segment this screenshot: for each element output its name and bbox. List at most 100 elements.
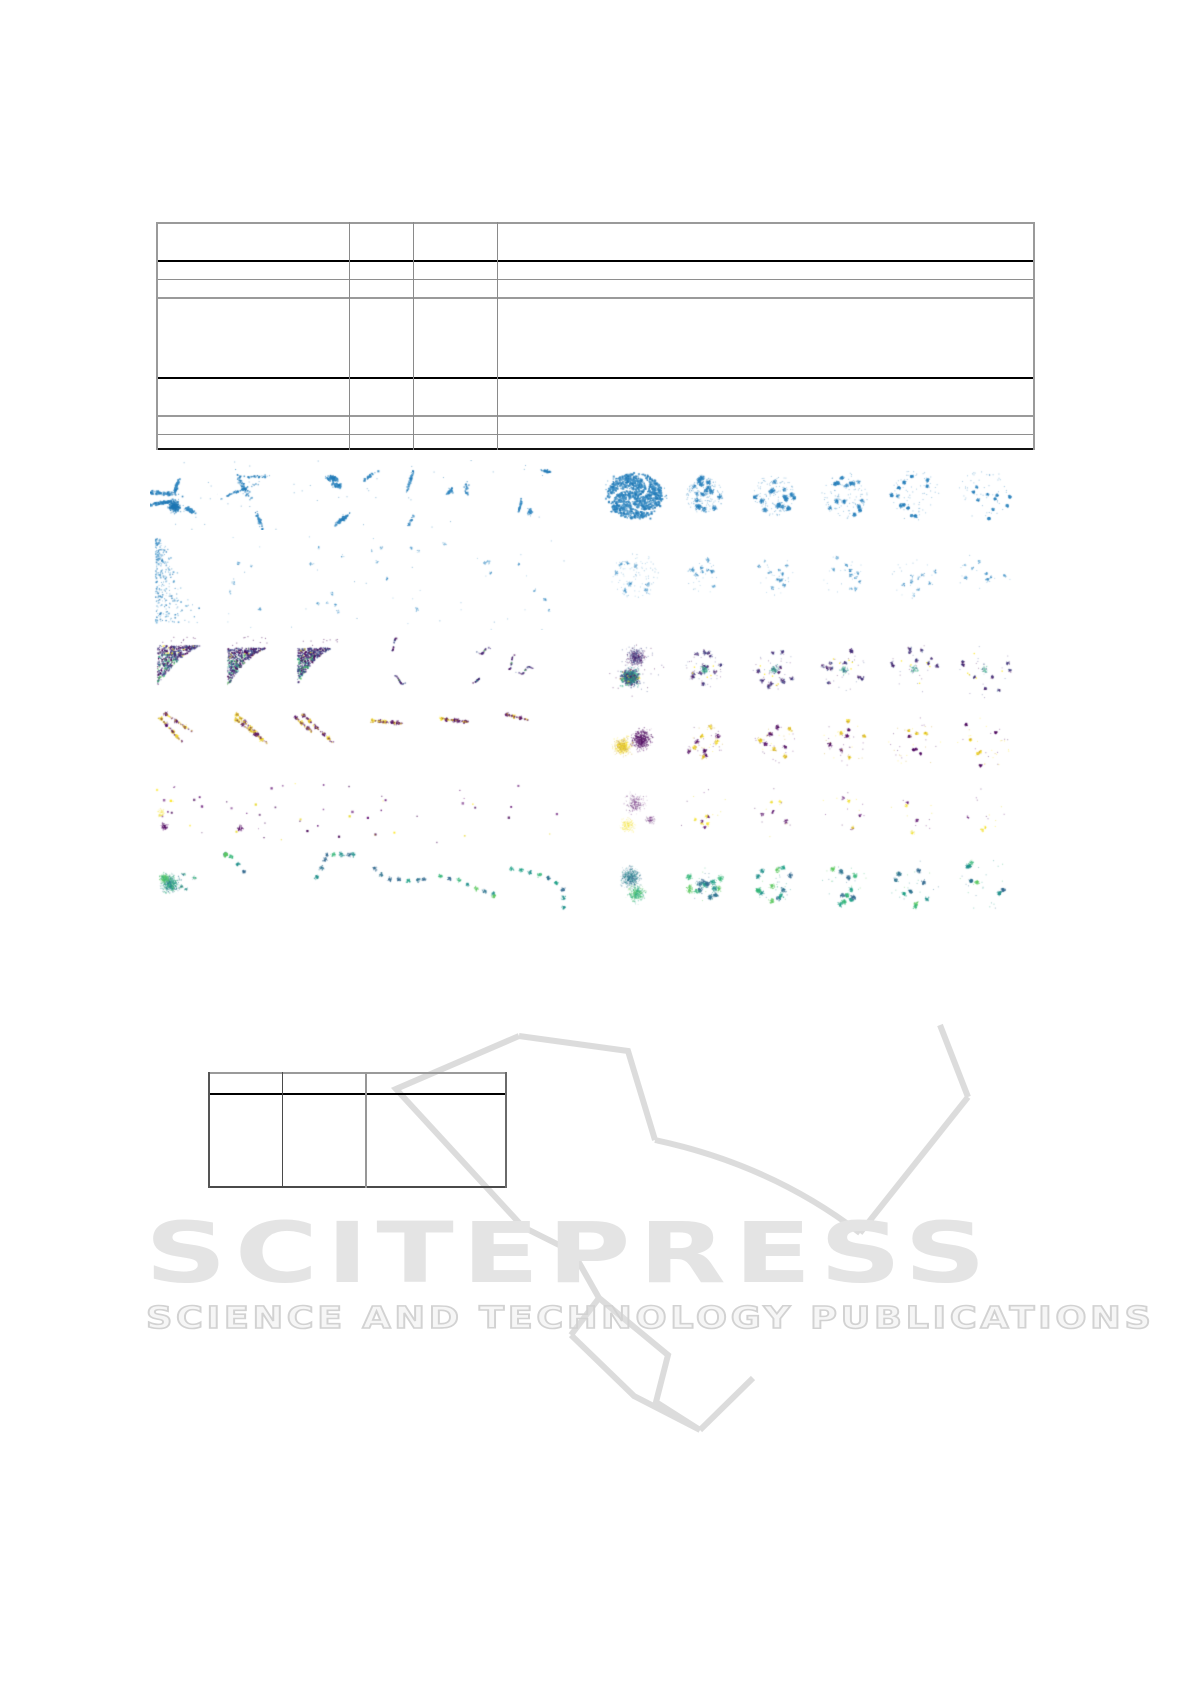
scatter-plot-cell-r6-c7 (600, 848, 668, 918)
scatter-plot-cell-r5-c11 (880, 778, 948, 848)
table-rule-vertical (497, 222, 499, 450)
scatter-plot-cell-r3-c4 (360, 632, 428, 706)
scatter-plot-cell-r5-c6 (500, 778, 568, 848)
table-rule-horizontal (156, 448, 1035, 450)
scatter-plot-cell-r3-c7 (600, 632, 668, 706)
table-rule-vertical (1033, 222, 1035, 450)
scatter-plot-cell-r1-c5 (430, 460, 498, 530)
scatter-plot-cell-r1-c4 (360, 460, 428, 530)
table-rule-horizontal (156, 434, 1035, 436)
scatter-plot-cell-r6-c12 (950, 848, 1018, 918)
scatter-plot-cell-r3-c8 (670, 632, 738, 706)
scatter-plot-cell-r6-c2 (220, 848, 288, 918)
bottom-table (208, 1072, 507, 1188)
scatter-plot-cell-r4-c1 (150, 706, 218, 778)
scatter-plot-cell-r6-c6 (500, 848, 568, 918)
table-rule-horizontal (156, 415, 1035, 418)
watermark-tagline: SCIENCE AND TECHNOLOGY PUBLICATIONS (145, 1301, 1155, 1336)
scatter-plot-cell-r4-c2 (220, 706, 288, 778)
table-rule-horizontal (208, 1186, 507, 1188)
scatter-plot-cell-r2-c11 (880, 530, 948, 630)
scatter-plot-cell-r5-c9 (740, 778, 808, 848)
scitepress-swoosh-icon (390, 1023, 971, 1433)
scatter-plot-cell-r6-c4 (360, 848, 428, 918)
scatter-plot-cell-r4-c5 (430, 706, 498, 778)
scatter-plot-cell-r2-c5 (430, 530, 498, 630)
scatter-plot-cell-r4-c9 (740, 706, 808, 778)
scatter-plot-cell-r2-c8 (670, 530, 738, 630)
table-rule-vertical (156, 222, 158, 450)
scatter-plot-cell-r2-c1 (150, 530, 218, 630)
watermark-wordmark: SCITEPRESS (145, 1204, 995, 1302)
scatter-plot-cell-r3-c9 (740, 632, 808, 706)
scatter-plot-cell-r5-c2 (220, 778, 288, 848)
scatter-plot-cell-r5-c5 (430, 778, 498, 848)
scatter-plot-cell-r4-c7 (600, 706, 668, 778)
scatter-plot-cell-r3-c5 (430, 632, 498, 706)
scatter-plot-cell-r6-c5 (430, 848, 498, 918)
scatter-plot-cell-r6-c1 (150, 848, 218, 918)
scatter-plot-cell-r3-c11 (880, 632, 948, 706)
scatter-plot-cell-r1-c12 (950, 460, 1018, 530)
scatter-plot-cell-r3-c6 (500, 632, 568, 706)
table-rule-vertical (505, 1072, 507, 1188)
scatter-plot-cell-r1-c6 (500, 460, 568, 530)
table-rule-horizontal (156, 297, 1035, 300)
table-rule-vertical (208, 1072, 210, 1188)
scatter-plot-cell-r5-c3 (290, 778, 358, 848)
table-rule-vertical (365, 1072, 368, 1188)
scatter-plot-cell-r5-c10 (810, 778, 878, 848)
scatter-plot-cell-r2-c9 (740, 530, 808, 630)
scatter-plot-cell-r3-c3 (290, 632, 358, 706)
scatter-plot-cell-r2-c7 (600, 530, 668, 630)
scatter-plot-cell-r1-c9 (740, 460, 808, 530)
scatter-plot-cell-r1-c10 (810, 460, 878, 530)
scatter-plot-cell-r5-c1 (150, 778, 218, 848)
scatter-plot-cell-r6-c10 (810, 848, 878, 918)
table-rule-horizontal (208, 1093, 507, 1095)
scatter-plot-cell-r6-c11 (880, 848, 948, 918)
scatter-plot-cell-r2-c12 (950, 530, 1018, 630)
scatter-plot-cell-r4-c12 (950, 706, 1018, 778)
scatter-plot-cell-r3-c1 (150, 632, 218, 706)
scatter-plot-cell-r4-c11 (880, 706, 948, 778)
scatter-plot-cell-r1-c7 (600, 460, 668, 530)
scatter-plot-cell-r1-c11 (880, 460, 948, 530)
table-rule-horizontal (156, 260, 1035, 262)
scatter-plot-cell-r5-c12 (950, 778, 1018, 848)
scatter-plot-cell-r3-c12 (950, 632, 1018, 706)
scatter-plot-cell-r6-c8 (670, 848, 738, 918)
table-rule-horizontal (156, 279, 1035, 281)
top-table (156, 222, 1035, 450)
scatter-plot-cell-r2-c2 (220, 530, 288, 630)
table-rule-horizontal (156, 222, 1035, 224)
scatter-plot-cell-r4-c6 (500, 706, 568, 778)
scatter-plot-cell-r5-c8 (670, 778, 738, 848)
scatter-plot-cell-r5-c4 (360, 778, 428, 848)
scatter-plot-cell-r2-c6 (500, 530, 568, 630)
scatter-plot-cell-r1-c3 (290, 460, 358, 530)
table-rule-vertical (349, 222, 351, 450)
table-rule-vertical (413, 222, 415, 450)
scatter-plot-cell-r4-c10 (810, 706, 878, 778)
scatter-plot-cell-r3-c2 (220, 632, 288, 706)
table-rule-horizontal (156, 377, 1035, 379)
scatter-plot-cell-r6-c9 (740, 848, 808, 918)
scatter-plot-cell-r4-c4 (360, 706, 428, 778)
scatter-plot-cell-r1-c1 (150, 460, 218, 530)
table-rule-horizontal (208, 1072, 507, 1074)
scatter-plot-cell-r3-c10 (810, 632, 878, 706)
scatter-grid (0, 440, 1191, 1040)
scatter-plot-cell-r1-c8 (670, 460, 738, 530)
scatter-plot-cell-r6-c3 (290, 848, 358, 918)
scatter-plot-cell-r4-c8 (670, 706, 738, 778)
scatter-plot-cell-r2-c4 (360, 530, 428, 630)
embedding-figure: SCITEPRESS SCIENCE AND TECHNOLOGY PUBLIC… (0, 440, 1191, 1433)
scatter-plot-cell-r5-c7 (600, 778, 668, 848)
scatter-plot-cell-r1-c2 (220, 460, 288, 530)
scatter-plot-cell-r2-c3 (290, 530, 358, 630)
scatter-plot-cell-r4-c3 (290, 706, 358, 778)
scatter-plot-cell-r2-c10 (810, 530, 878, 630)
table-rule-vertical (282, 1072, 284, 1188)
